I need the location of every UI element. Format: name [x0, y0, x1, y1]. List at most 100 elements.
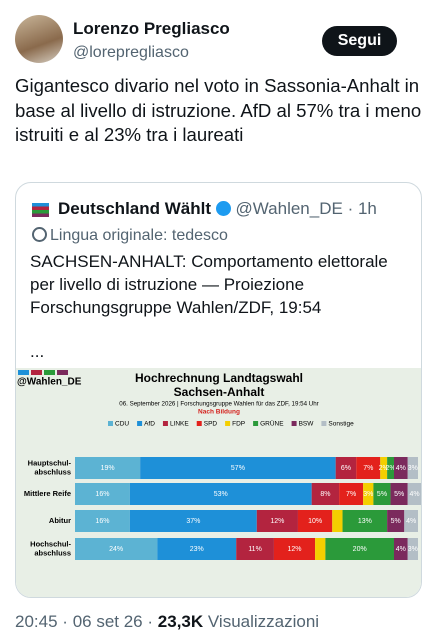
chart-subtitle: 06. September 2026 | Forschungsgruppe Wa…: [119, 401, 319, 408]
post-time: 20:45: [15, 612, 58, 631]
value-label: 2%: [379, 465, 389, 472]
value-label: 16%: [95, 518, 109, 525]
category-label: Hauptschul-: [28, 458, 72, 467]
value-label: 5%: [391, 518, 401, 525]
bar-segment: [75, 457, 141, 479]
value-label: 4%: [396, 546, 406, 553]
bar-segment: [297, 510, 333, 532]
legend-swatch: [196, 421, 202, 426]
value-label: 16%: [95, 491, 109, 498]
value-label: 24%: [109, 546, 123, 553]
bar-segment: [129, 483, 312, 505]
bar-segment: [325, 538, 394, 560]
bar-segment: [407, 457, 418, 479]
bar-segment: [390, 483, 408, 505]
translation-note[interactable]: Lingua originale: tedesco: [32, 227, 228, 245]
value-label: 4%: [396, 465, 406, 472]
value-label: 4%: [410, 491, 420, 498]
quote-card[interactable]: Deutschland Wählt @Wahlen_DE · 1h Lingua…: [15, 182, 422, 598]
quote-more: ...: [30, 342, 45, 361]
value-label: 3%: [408, 465, 418, 472]
value-label: 13%: [358, 518, 372, 525]
category-label: abschluss: [34, 548, 71, 557]
value-label: 5%: [394, 491, 404, 498]
quote-handle: @Wahlen_DE: [235, 199, 343, 218]
value-label: 53%: [214, 491, 228, 498]
bar-segment: [140, 457, 336, 479]
logo-stripe: [31, 370, 42, 375]
translate-icon: [32, 227, 47, 242]
value-label: 10%: [308, 518, 322, 525]
bar-segment: [75, 483, 130, 505]
bar-segment: [407, 483, 421, 505]
value-label: 12%: [270, 518, 284, 525]
bar-segment: [273, 538, 316, 560]
value-label: 7%: [346, 491, 356, 498]
value-label: 12%: [288, 546, 302, 553]
logo-stripe: [57, 370, 68, 375]
view-count[interactable]: 23,3K: [157, 612, 204, 631]
tweet-footer: 20:45 · 06 set 26 · 23,3K Visualizzazion…: [15, 612, 319, 632]
bar-segment: [332, 510, 343, 532]
legend-label: CDU: [115, 421, 129, 428]
legend-swatch: [162, 421, 168, 426]
legend-label: GRÜNE: [260, 420, 284, 428]
legend-label: FDP: [232, 421, 245, 428]
quote-logo: [32, 203, 49, 217]
value-label: 3%: [408, 546, 418, 553]
chart-title: Sachsen-Anhalt: [174, 385, 265, 399]
author-handle[interactable]: @lorepregliasco: [73, 44, 189, 61]
chart-subheading: Nach Bildung: [198, 409, 240, 416]
verified-badge: [215, 201, 231, 216]
quote-header: Deutschland Wählt @Wahlen_DE · 1h: [58, 199, 377, 219]
value-label: 57%: [231, 465, 245, 472]
value-label: 20%: [353, 546, 367, 553]
bar-segment: [129, 510, 257, 532]
bar-segment: [236, 538, 274, 560]
bar-segment: [256, 510, 298, 532]
category-label: Abitur: [49, 516, 71, 525]
value-label: 19%: [101, 465, 115, 472]
legend-label: AfD: [144, 421, 155, 428]
bar-segment: [356, 457, 381, 479]
separator: ·: [147, 612, 154, 631]
legend-label: LINKE: [170, 421, 189, 428]
legend-swatch: [291, 421, 297, 426]
legend-swatch: [225, 421, 231, 426]
bar-segment: [387, 510, 405, 532]
bar-segment: [393, 457, 408, 479]
value-label: 37%: [186, 518, 200, 525]
bar-segment: [404, 510, 418, 532]
chart-title: Hochrechnung Landtagswahl: [135, 371, 303, 385]
bar-segment: [311, 483, 340, 505]
translation-text: Lingua originale: tedesco: [50, 227, 228, 244]
bar-segment: [315, 538, 326, 560]
bar-segment: [363, 483, 374, 505]
bar-segment: [380, 457, 388, 479]
avatar[interactable]: [15, 15, 63, 63]
category-label: Mittlere Reife: [24, 489, 71, 498]
legend-swatch: [253, 421, 259, 426]
quote-text: SACHSEN-ANHALT: Comportamento elettorale…: [30, 252, 388, 317]
separator: ·: [62, 612, 68, 631]
bar-segment: [387, 457, 394, 479]
tweet-text: Gigantesco divario nel voto in Sassonia-…: [15, 75, 422, 145]
legend-swatch: [108, 421, 113, 426]
bar-segment: [373, 483, 391, 505]
value-label: 5%: [377, 491, 387, 498]
chart: @Wahlen_DE Hochrechnung Landtagswahl Sac…: [16, 368, 421, 597]
watermark: @Wahlen_DE: [17, 377, 82, 388]
views-label: Visualizzazioni: [207, 612, 320, 631]
value-label: 11%: [248, 546, 262, 553]
category-label: abschluss: [34, 467, 71, 476]
value-label: 6%: [341, 465, 351, 472]
bar-segment: [335, 457, 357, 479]
follow-button[interactable]: Segui: [322, 26, 397, 56]
value-label: 23%: [190, 546, 204, 553]
bar-segment: [157, 538, 237, 560]
legend-swatch: [137, 421, 143, 426]
author-name[interactable]: Lorenzo Pregliasco: [73, 19, 230, 38]
bar-segment: [339, 483, 364, 505]
bar-segment: [342, 510, 388, 532]
